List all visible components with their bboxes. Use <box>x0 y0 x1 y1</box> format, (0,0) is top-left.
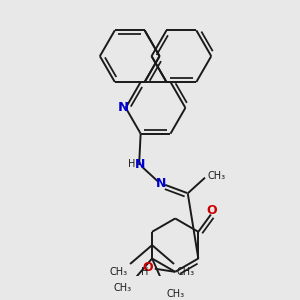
Text: N: N <box>118 101 129 114</box>
Text: CH₃: CH₃ <box>113 283 132 293</box>
Text: CH₃: CH₃ <box>110 266 128 277</box>
Text: CH₃: CH₃ <box>177 266 195 277</box>
Text: CH₃: CH₃ <box>166 289 184 299</box>
Text: O: O <box>142 261 153 274</box>
Text: H: H <box>128 158 136 169</box>
Text: CH₃: CH₃ <box>208 171 226 181</box>
Text: H: H <box>141 267 148 277</box>
Text: O: O <box>206 204 217 217</box>
Text: N: N <box>156 177 166 190</box>
Text: N: N <box>135 158 145 171</box>
